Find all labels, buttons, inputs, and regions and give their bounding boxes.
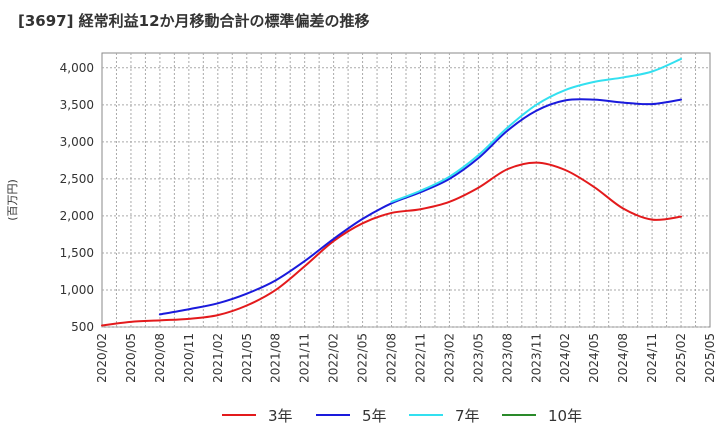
y-axis: 500 1,000 1,500 2,000 2,500 3,000 3,500 4,000 — [60, 61, 94, 334]
chart-title: [3697] 経常利益12か月移動合計の標準偏差の推移 — [18, 12, 370, 30]
legend-item: 10年 — [502, 404, 582, 426]
y-tick-label: 1,000 — [60, 283, 94, 297]
x-tick-label: 2025/05 — [703, 333, 717, 383]
series-line-3 — [390, 57, 683, 203]
y-tick-label: 1,500 — [60, 246, 94, 260]
x-tick-label: 2021/05 — [240, 333, 254, 383]
y-tick-label: 3,500 — [60, 98, 94, 112]
legend-item: 5年 — [316, 404, 387, 426]
x-tick-label: 2023/02 — [442, 333, 456, 383]
legend-label: 10年 — [548, 406, 583, 425]
y-tick-label: 3,000 — [60, 135, 94, 149]
x-axis: 2020/02 2020/05 2020/08 2020/11 2021/02 2021/… — [95, 333, 717, 383]
legend-item: 7年 — [409, 404, 480, 426]
y-tick-label: 2,500 — [60, 172, 94, 186]
legend: 3年 5年 7年 10年 — [0, 400, 720, 430]
legend-swatch — [222, 414, 256, 416]
x-tick-label: 2024/02 — [558, 333, 572, 383]
x-tick-label: 2023/05 — [471, 333, 485, 383]
legend-swatch — [316, 414, 350, 416]
grid-layer — [102, 53, 710, 328]
legend-label: 3年 — [268, 406, 293, 425]
x-tick-label: 2024/11 — [645, 333, 659, 383]
x-tick-label: 2020/11 — [182, 333, 196, 383]
series-line-2 — [158, 98, 683, 316]
legend-swatch — [502, 414, 536, 416]
legend-item: 3年 — [222, 404, 293, 426]
x-tick-label: 2022/08 — [385, 333, 399, 383]
legend-label: 7年 — [455, 406, 480, 425]
y-tick-label: 500 — [71, 320, 94, 334]
x-tick-label: 2021/02 — [211, 333, 225, 383]
x-tick-label: 2020/02 — [95, 333, 109, 383]
series-layer — [101, 57, 683, 327]
series-line-1 — [101, 161, 683, 327]
x-tick-label: 2022/02 — [327, 333, 341, 383]
x-tick-label: 2020/08 — [153, 333, 167, 383]
x-tick-label: 2021/08 — [269, 333, 283, 383]
x-tick-label: 2020/05 — [124, 333, 138, 383]
x-tick-label: 2024/08 — [616, 333, 630, 383]
x-tick-label: 2024/05 — [587, 333, 601, 383]
x-tick-label: 2023/11 — [529, 333, 543, 383]
x-tick-label: 2021/11 — [298, 333, 312, 383]
legend-label: 5年 — [362, 406, 387, 425]
line-chart: 500 1,000 1,500 2,000 2,500 3,000 3,500 4,000 2… — [6, 52, 717, 383]
x-tick-label: 2022/05 — [356, 333, 370, 383]
y-axis-label: (百万円) — [6, 179, 19, 221]
x-tick-label: 2025/02 — [674, 333, 688, 383]
x-tick-label: 2022/11 — [413, 333, 427, 383]
x-tick-label: 2023/08 — [500, 333, 514, 383]
legend-swatch — [409, 414, 443, 416]
y-tick-label: 2,000 — [60, 209, 94, 223]
y-tick-label: 4,000 — [60, 61, 94, 75]
